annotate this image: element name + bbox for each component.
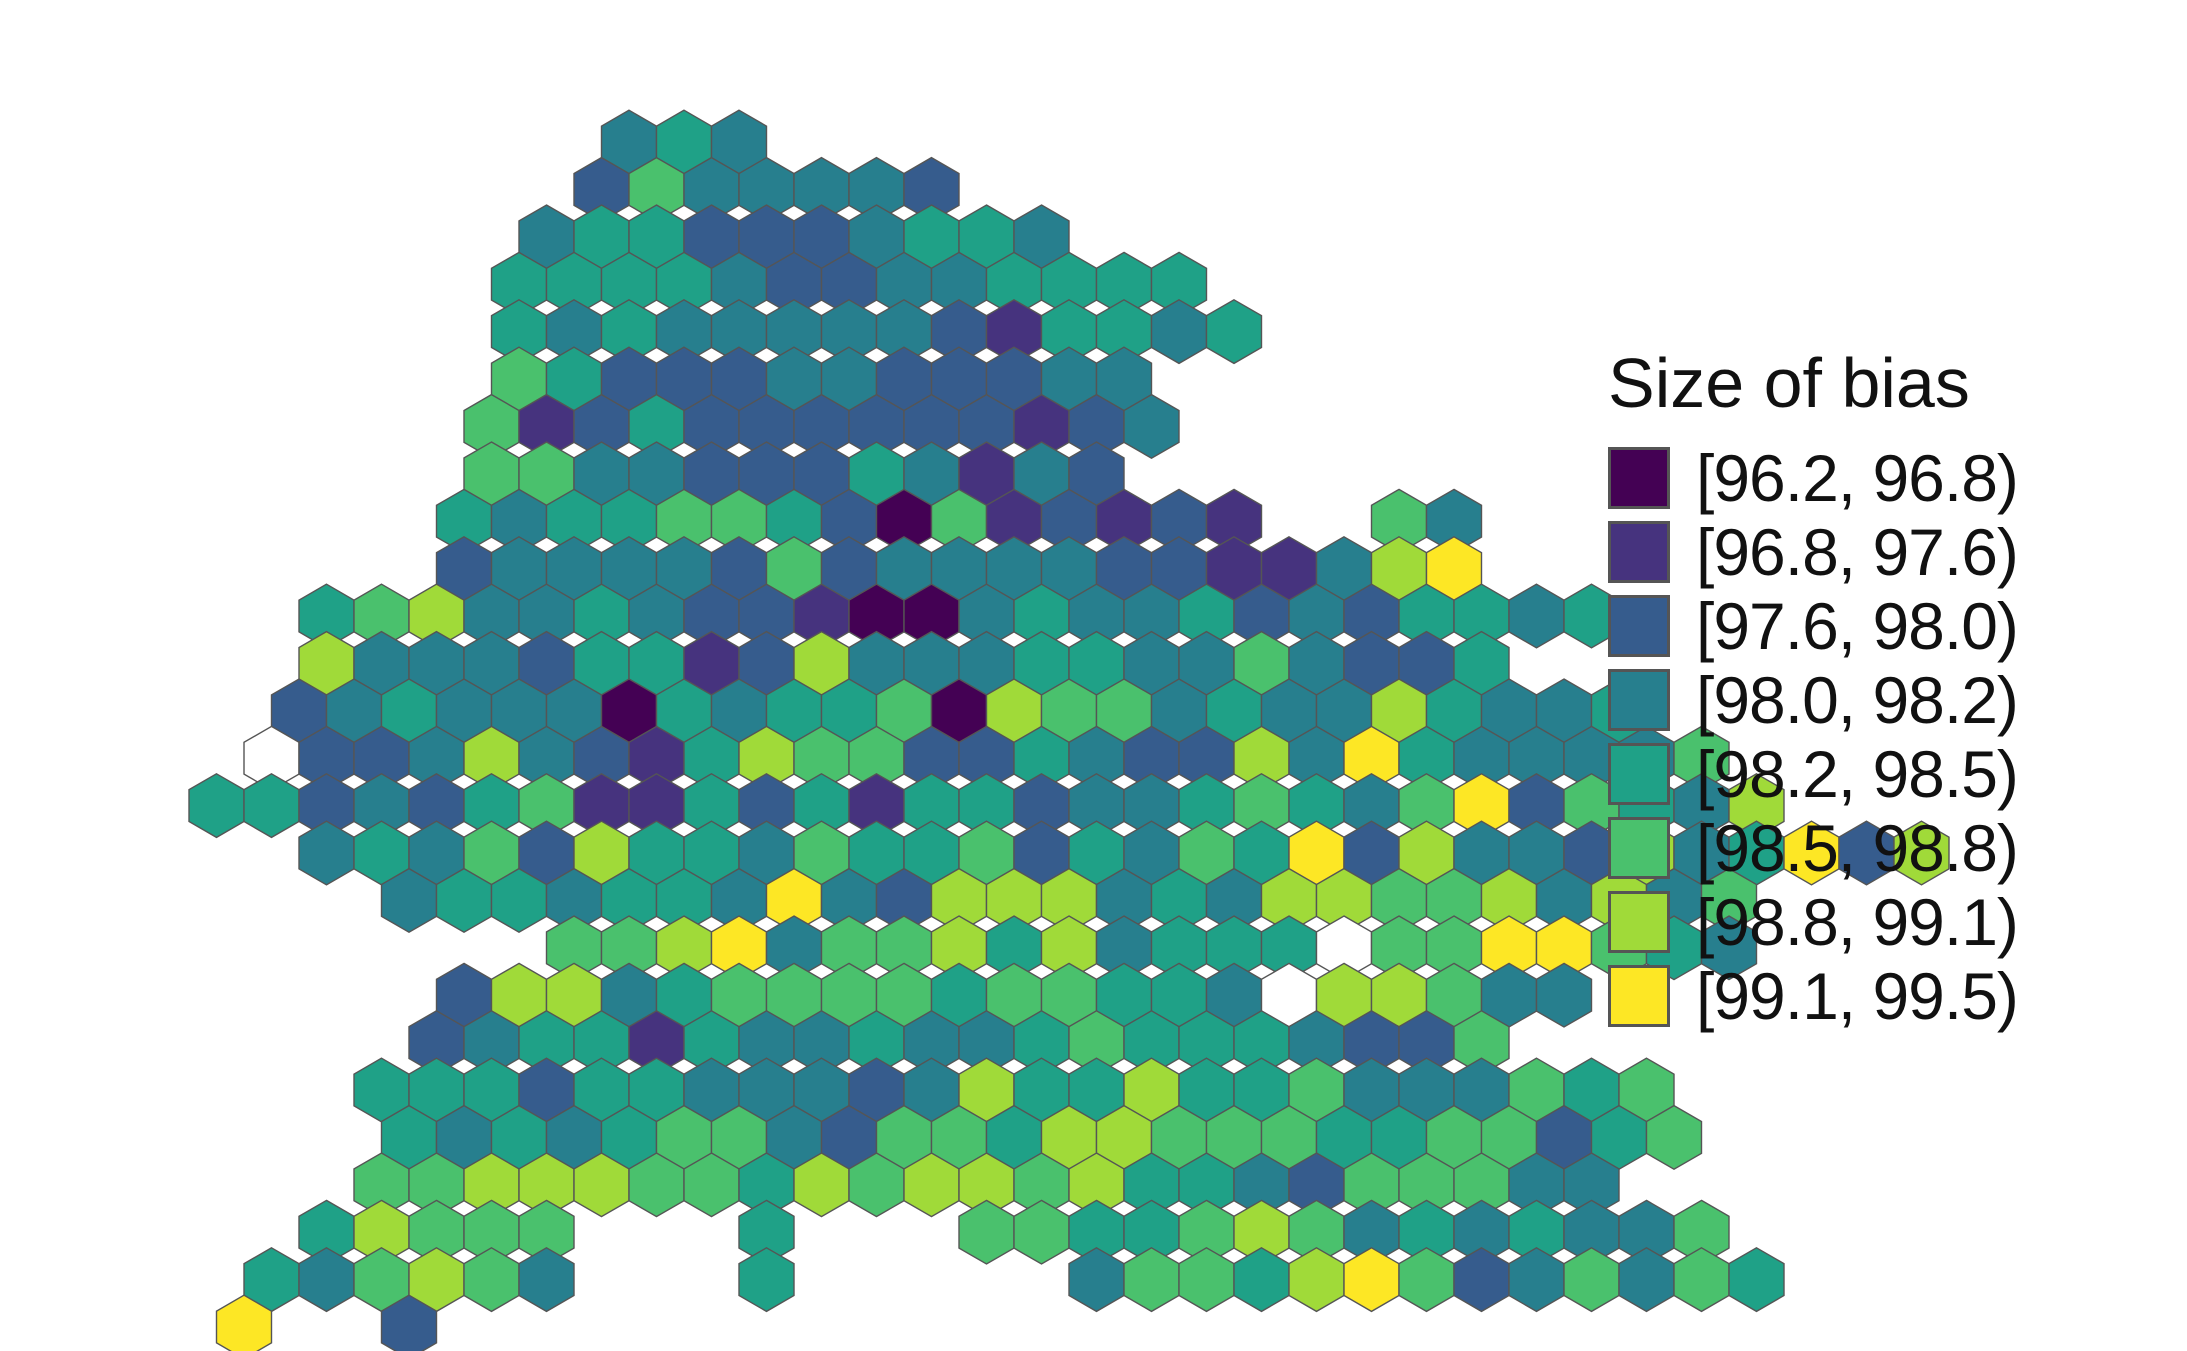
legend-rows: [96.2, 96.8) [96.8, 97.6) [97.6, 98.0) [98.… [1608,441,2168,1033]
legend-item: [98.8, 99.1) [1608,885,2168,959]
hex-cell [1535,962,1593,1028]
legend-swatch [1608,965,1670,1027]
legend-item: [98.0, 98.2) [1608,663,2168,737]
hex-cell [1673,1246,1730,1313]
hex-cell [380,1294,438,1351]
hex-cell [1013,1199,1070,1265]
legend-label: [98.8, 99.1) [1696,885,2019,959]
hex-cell [1150,298,1208,365]
legend-label: [98.2, 98.5) [1696,737,2019,811]
hex-cell [1398,1246,1455,1313]
legend-item: [98.5, 98.8) [1608,811,2168,885]
legend-swatch [1608,743,1670,805]
hex-cell [298,1246,355,1313]
legend-swatch [1608,447,1670,509]
hex-cell [1728,1246,1785,1313]
hex-cell [1893,820,1950,886]
hex-cell [1453,1246,1510,1313]
hex-cell [738,1246,795,1313]
hex-cell [1563,1246,1620,1313]
hex-cell [1508,1246,1565,1313]
hex-cell [1123,393,1180,460]
legend-swatch [1608,595,1670,657]
hex-cell [188,772,245,839]
hex-cell [1205,298,1263,365]
hex-cell [1068,1246,1125,1313]
hex-cell [518,1246,575,1313]
hex-cell [1508,583,1565,649]
legend-title: Size of bias [1608,344,1970,422]
hex-cell [1233,1246,1290,1313]
legend-item: [99.1, 99.5) [1608,959,2168,1033]
hex-cell [463,1246,520,1313]
hex-cell [243,772,300,839]
hex-cell [1645,1104,1703,1171]
legend-item: [98.2, 98.5) [1608,737,2168,811]
legend-item: [97.6, 98.0) [1608,589,2168,663]
hex-cell [1343,1246,1400,1313]
hex-cell [1123,1246,1180,1313]
legend-label: [96.8, 97.6) [1696,515,2019,589]
hex-layer [188,109,1950,1351]
legend-swatch [1608,669,1670,731]
legend-swatch [1608,891,1670,953]
legend-label: [98.0, 98.2) [1696,663,2019,737]
hex-cell [1178,1246,1235,1313]
legend-item: [96.2, 96.8) [1608,441,2168,515]
legend-label: [97.6, 98.0) [1696,589,2019,663]
legend-label: [96.2, 96.8) [1696,441,2019,515]
hex-cell [1618,1246,1675,1313]
hex-cell [215,1294,273,1351]
legend-swatch [1608,817,1670,879]
hex-cell [1288,1246,1345,1313]
hex-cell [1700,915,1758,981]
hex-cell [298,820,355,886]
legend-label: [99.1, 99.5) [1696,959,2019,1033]
hex-cell [958,1199,1015,1265]
legend-swatch [1608,521,1670,583]
legend-item: [96.8, 97.6) [1608,515,2168,589]
legend-label: [98.5, 98.8) [1696,811,2019,885]
legend: Size of bias [96.2, 96.8) [96.8, 97.6) [97… [1608,343,2168,1033]
